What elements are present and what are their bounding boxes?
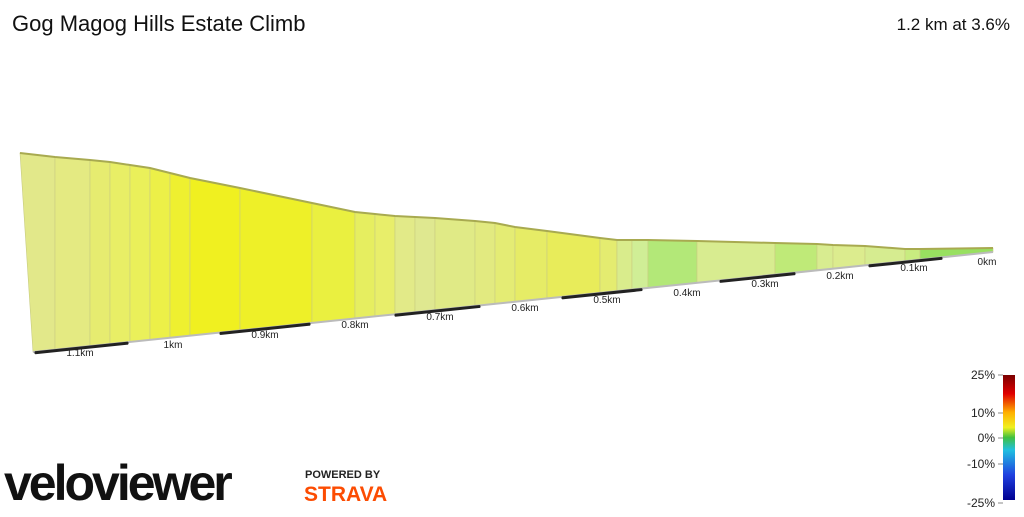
- profile-segment: [374, 213, 396, 317]
- x-tick-label: 1km: [164, 340, 183, 351]
- legend-label: 10%: [971, 406, 995, 420]
- profile-segment: [474, 220, 496, 307]
- profile-segment: [414, 216, 436, 313]
- profile-segment: [514, 226, 548, 303]
- legend-label: -25%: [967, 496, 995, 510]
- profile-segment: [149, 167, 171, 341]
- x-tick-label: 1.1km: [66, 348, 93, 359]
- x-tick-label: 0.6km: [511, 303, 538, 314]
- profile-segment: [19, 152, 56, 353]
- profile-segment: [311, 202, 356, 324]
- profile-segment: [109, 161, 131, 345]
- axis-band: [219, 322, 311, 336]
- legend-label: -10%: [967, 457, 995, 471]
- legend: 25% 10% 0% -10% -25%: [967, 368, 1003, 510]
- profile-segment: [616, 239, 633, 292]
- legend-label: 0%: [978, 431, 996, 445]
- profile: [19, 152, 994, 353]
- profile-segment: [816, 243, 834, 271]
- axis-band: [719, 272, 796, 283]
- profile-segment: [129, 164, 151, 343]
- chart-title: Gog Magog Hills Estate Climb: [12, 11, 305, 36]
- chart-subtitle: 1.2 km at 3.6%: [897, 15, 1010, 34]
- profile-segment: [189, 177, 241, 336]
- profile-segment: [599, 237, 618, 294]
- axis-band: [868, 256, 943, 268]
- x-tick-label: 0.5km: [593, 295, 620, 306]
- profile-segment: [239, 187, 313, 331]
- axis-band: [561, 288, 643, 300]
- brand-logo: veloviewer: [4, 455, 232, 511]
- profile-segment: [434, 217, 476, 311]
- profile-segment: [169, 172, 191, 339]
- axis-band: [394, 304, 481, 317]
- ground-edge: [32, 251, 994, 353]
- legend-label: 25%: [971, 368, 995, 382]
- strava-logo: STRAVA: [304, 483, 387, 506]
- profile-segment: [546, 230, 601, 299]
- x-tick-label: 0.2km: [826, 271, 853, 282]
- gradient-scale: [1003, 375, 1015, 500]
- x-axis: 1.1km 1km 0.9km 0.8km 0.7km 0.6km 0.5km 0.4km 0.…: [34, 256, 997, 359]
- profile-segment: [54, 156, 91, 351]
- profile-segment: [494, 222, 516, 305]
- powered-by: POWERED BY: [305, 469, 381, 481]
- profile-segment: [394, 215, 416, 315]
- profile-segment: [774, 242, 818, 276]
- x-tick-label: 0.7km: [426, 312, 453, 323]
- profile-segment: [631, 239, 649, 290]
- x-tick-label: 0km: [978, 257, 997, 268]
- x-tick-label: 0.9km: [251, 330, 278, 341]
- x-tick-label: 0.8km: [341, 320, 368, 331]
- x-tick-label: 0.1km: [900, 263, 927, 274]
- x-tick-label: 0.4km: [673, 288, 700, 299]
- profile-segment: [89, 159, 111, 347]
- x-tick-label: 0.3km: [751, 279, 778, 290]
- profile-segment: [354, 211, 376, 319]
- profile-segment: [647, 239, 698, 289]
- profile-outline: [19, 152, 994, 250]
- axis-band: [34, 341, 129, 355]
